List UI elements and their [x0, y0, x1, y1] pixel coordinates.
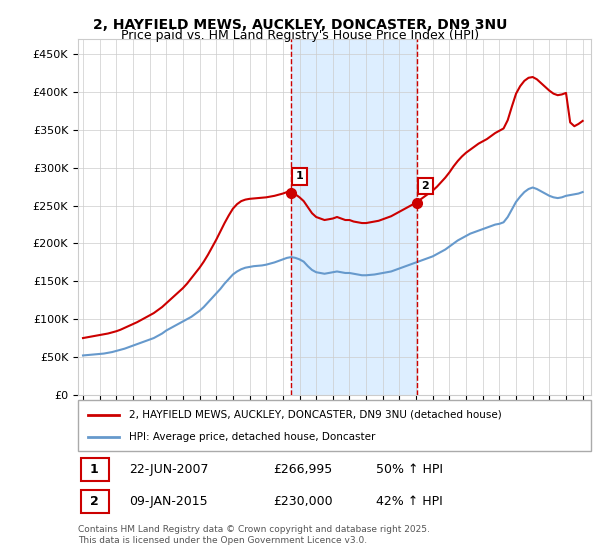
Text: 42% ↑ HPI: 42% ↑ HPI — [376, 495, 442, 508]
Text: 09-JAN-2015: 09-JAN-2015 — [130, 495, 208, 508]
FancyBboxPatch shape — [80, 458, 109, 480]
Text: 1: 1 — [296, 171, 304, 181]
Text: 1: 1 — [90, 463, 99, 476]
Text: 2, HAYFIELD MEWS, AUCKLEY, DONCASTER, DN9 3NU: 2, HAYFIELD MEWS, AUCKLEY, DONCASTER, DN… — [93, 18, 507, 32]
FancyBboxPatch shape — [80, 491, 109, 513]
Text: £266,995: £266,995 — [273, 463, 332, 476]
Bar — [290, 39, 416, 395]
Text: 2, HAYFIELD MEWS, AUCKLEY, DONCASTER, DN9 3NU (detached house): 2, HAYFIELD MEWS, AUCKLEY, DONCASTER, DN… — [130, 409, 502, 419]
Text: 2: 2 — [422, 181, 430, 191]
Text: Price paid vs. HM Land Registry's House Price Index (HPI): Price paid vs. HM Land Registry's House … — [121, 29, 479, 42]
Text: £230,000: £230,000 — [273, 495, 332, 508]
Text: 22-JUN-2007: 22-JUN-2007 — [130, 463, 209, 476]
FancyBboxPatch shape — [78, 400, 591, 451]
Text: HPI: Average price, detached house, Doncaster: HPI: Average price, detached house, Donc… — [130, 432, 376, 442]
Text: 50% ↑ HPI: 50% ↑ HPI — [376, 463, 443, 476]
Text: 2: 2 — [90, 495, 99, 508]
Text: Contains HM Land Registry data © Crown copyright and database right 2025.
This d: Contains HM Land Registry data © Crown c… — [78, 525, 430, 545]
